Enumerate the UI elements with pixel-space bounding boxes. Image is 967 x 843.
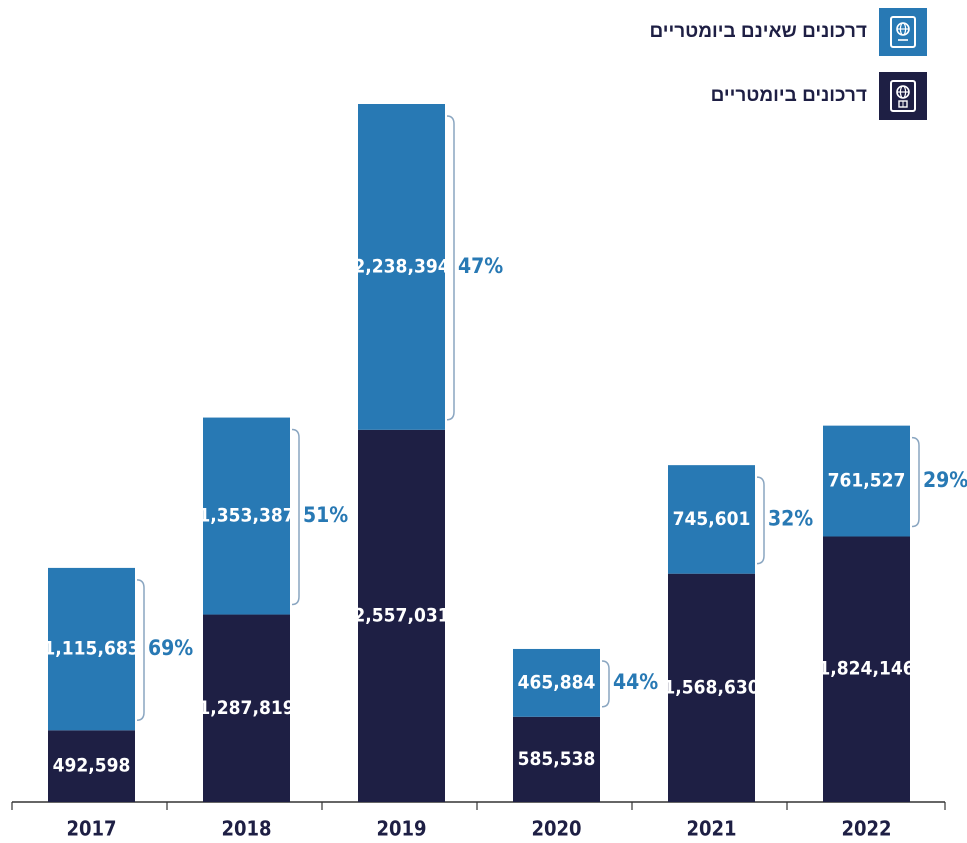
- data-label-non-biometric: 1,115,683: [43, 638, 139, 660]
- data-label-biometric: 1,824,146: [818, 658, 914, 680]
- bracket-line: [601, 660, 610, 708]
- percent-label: 51%: [303, 503, 348, 527]
- x-tick-label: 2022: [841, 817, 891, 841]
- bar-biometric: [823, 536, 910, 802]
- percent-label: 32%: [768, 506, 813, 530]
- legend-label-non-biometric: דרכונים שאינם ביומטריים: [649, 21, 867, 42]
- data-label-biometric: 1,568,630: [663, 676, 759, 698]
- legend-item-non-biometric: דרכונים שאינם ביומטריים: [649, 8, 927, 56]
- bracket-line: [446, 115, 455, 421]
- percent-label: 69%: [148, 636, 193, 660]
- percent-label: 47%: [458, 254, 503, 278]
- bar-biometric: [668, 573, 755, 802]
- bar-non-biometric: [358, 104, 445, 430]
- data-label-non-biometric: 1,353,387: [198, 505, 294, 527]
- bar-non-biometric: [203, 417, 290, 615]
- bar-biometric: [48, 730, 135, 802]
- legend-item-biometric: דרכונים ביומטריים: [711, 72, 927, 120]
- bracket-line: [756, 476, 765, 565]
- data-label-biometric: 585,538: [518, 748, 596, 770]
- bracket-line: [291, 428, 300, 606]
- data-label-non-biometric: 465,884: [518, 671, 596, 693]
- data-label-biometric: 2,557,031: [353, 604, 449, 626]
- bar-biometric: [513, 716, 600, 802]
- x-tick-label: 2017: [66, 817, 116, 841]
- x-tick-label: 2021: [686, 817, 736, 841]
- bar-non-biometric: [668, 465, 755, 574]
- bar-non-biometric: [823, 425, 910, 537]
- data-label-non-biometric: 761,527: [828, 470, 906, 492]
- data-label-non-biometric: 2,238,394: [353, 255, 449, 277]
- passport-icon-biometric: [879, 72, 927, 120]
- data-label-biometric: 1,287,819: [198, 697, 294, 719]
- bracket-line: [911, 436, 920, 528]
- legend-label-biometric: דרכונים ביומטריים: [710, 85, 867, 106]
- data-label-non-biometric: 745,601: [673, 508, 751, 530]
- percent-label: 44%: [613, 670, 658, 694]
- x-tick-label: 2018: [221, 817, 271, 841]
- bar-biometric: [358, 429, 445, 802]
- bar-non-biometric: [48, 567, 135, 731]
- bar-non-biometric: [513, 648, 600, 717]
- x-tick-label: 2019: [376, 817, 426, 841]
- bar-biometric: [203, 614, 290, 802]
- x-tick-label: 2020: [531, 817, 581, 841]
- bracket-line: [136, 579, 145, 722]
- percent-label: 29%: [923, 468, 967, 492]
- data-label-biometric: 492,598: [53, 755, 131, 777]
- passport-icon-non-biometric: [879, 8, 927, 56]
